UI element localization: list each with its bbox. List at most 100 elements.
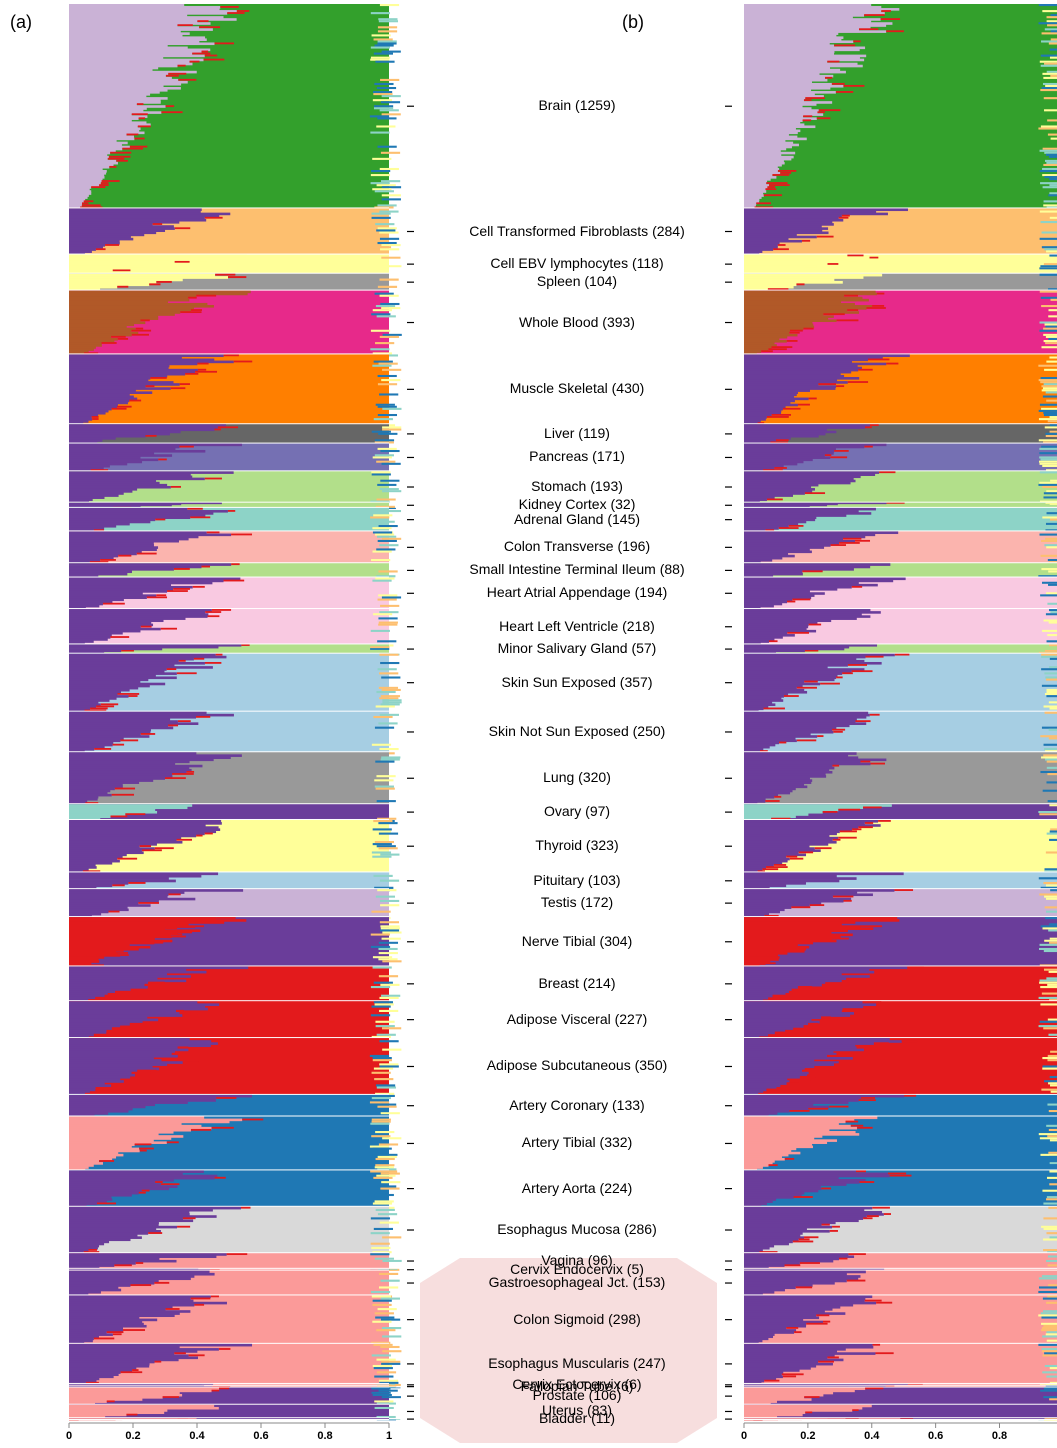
sample-bar xyxy=(744,1094,905,1098)
sample-bar xyxy=(744,518,816,522)
tissue-label: Liver (119) xyxy=(544,424,610,441)
sample-bar xyxy=(378,686,399,689)
sample-bar xyxy=(881,10,891,12)
sample-bar xyxy=(136,103,144,106)
sample-bar xyxy=(69,313,175,316)
sample-bar xyxy=(372,91,393,94)
sample-bar xyxy=(376,548,396,551)
sample-bar xyxy=(69,1223,159,1227)
sample-bar xyxy=(69,278,183,282)
sample-bar xyxy=(744,432,826,436)
sample-bar xyxy=(69,464,110,468)
group-separator xyxy=(744,423,1057,425)
sample-bar xyxy=(809,904,825,907)
group-separator xyxy=(69,272,389,274)
sample-bar xyxy=(1041,1350,1057,1353)
sample-bar xyxy=(375,305,396,308)
sample-bar xyxy=(69,505,141,508)
sample-bar xyxy=(379,1381,399,1384)
sample-bar xyxy=(69,1033,94,1037)
sample-bar xyxy=(744,111,818,114)
sample-bar xyxy=(744,420,761,423)
sample-bar xyxy=(69,1012,180,1015)
sample-bar xyxy=(372,956,393,959)
sample-bar xyxy=(131,1071,151,1074)
sample-bar xyxy=(802,570,823,573)
sample-bar xyxy=(69,1082,105,1085)
sample-bar xyxy=(744,505,810,508)
sample-bar xyxy=(155,1181,163,1183)
sample-bar xyxy=(375,520,395,523)
sample-bar xyxy=(1049,1155,1057,1158)
sample-bar xyxy=(744,1398,812,1401)
sample-bar xyxy=(106,1331,124,1334)
sample-bar xyxy=(744,1118,855,1122)
sample-bar xyxy=(69,996,96,1000)
tissue-block xyxy=(725,273,1057,294)
x-axis-a: 0 0.2 0.4 0.6 0.8 1 xyxy=(66,1422,392,1442)
sample-bar xyxy=(69,550,142,554)
sample-bar xyxy=(744,659,865,663)
sample-bar xyxy=(111,335,126,338)
sample-bar xyxy=(744,269,778,272)
sample-bar xyxy=(377,1168,397,1171)
sample-bar xyxy=(69,1071,132,1075)
sample-bar xyxy=(744,307,867,310)
sample-bar xyxy=(744,722,867,725)
sample-bar xyxy=(69,945,151,949)
sample-bar xyxy=(744,1151,801,1155)
sample-bar xyxy=(69,552,137,556)
sample-bar xyxy=(1041,1275,1057,1278)
sample-bar xyxy=(744,333,798,337)
sample-bar xyxy=(378,722,398,725)
sample-bar xyxy=(380,758,400,761)
sample-bar xyxy=(744,198,760,201)
sample-bar xyxy=(69,933,172,937)
sample-bar xyxy=(744,483,819,487)
sample-bar xyxy=(69,333,132,337)
sample-bar xyxy=(69,78,179,82)
sample-bar xyxy=(744,231,829,235)
sample-bar xyxy=(744,1193,802,1197)
sample-bar xyxy=(771,413,792,416)
group-separator xyxy=(744,1417,1057,1419)
sample-bar xyxy=(744,1099,859,1102)
sample-bar xyxy=(377,640,397,643)
sample-bar xyxy=(1043,743,1057,746)
sample-bar xyxy=(372,1303,392,1306)
sample-bar xyxy=(69,494,119,497)
sample-bar xyxy=(845,1418,859,1420)
sample-bar xyxy=(744,52,835,56)
sample-bar xyxy=(218,1348,231,1350)
sample-bar xyxy=(166,1141,179,1144)
sample-bar xyxy=(160,627,178,630)
tissue-label: Spleen (104) xyxy=(536,273,618,290)
sample-bar xyxy=(744,1242,789,1246)
sample-bar xyxy=(1044,1420,1057,1421)
tissue-label: Fallopian Tube (6) xyxy=(520,1377,634,1394)
sample-bar xyxy=(108,155,131,158)
sample-bar xyxy=(744,1128,830,1132)
sample-bar xyxy=(375,1131,395,1134)
sample-bar xyxy=(744,611,881,614)
sample-bar xyxy=(744,800,766,803)
sample-bar xyxy=(1042,581,1057,584)
sample-bar xyxy=(69,208,202,212)
sample-bar xyxy=(69,1320,143,1324)
sample-bar xyxy=(69,947,139,951)
sample-bar xyxy=(1045,325,1057,328)
sample-bar xyxy=(85,1381,99,1384)
sample-bar xyxy=(69,428,215,432)
sample-bar xyxy=(369,115,390,118)
sample-bar xyxy=(69,510,228,513)
sample-bar xyxy=(197,20,209,23)
sample-bar xyxy=(69,770,187,774)
sample-bar xyxy=(744,263,828,266)
sample-bar xyxy=(69,26,200,29)
sample-bar xyxy=(69,1257,160,1261)
sample-bar xyxy=(744,676,837,680)
sample-bar xyxy=(744,204,756,207)
sample-bar xyxy=(69,473,191,476)
sample-bar xyxy=(744,992,786,996)
sample-bar xyxy=(240,1206,251,1209)
